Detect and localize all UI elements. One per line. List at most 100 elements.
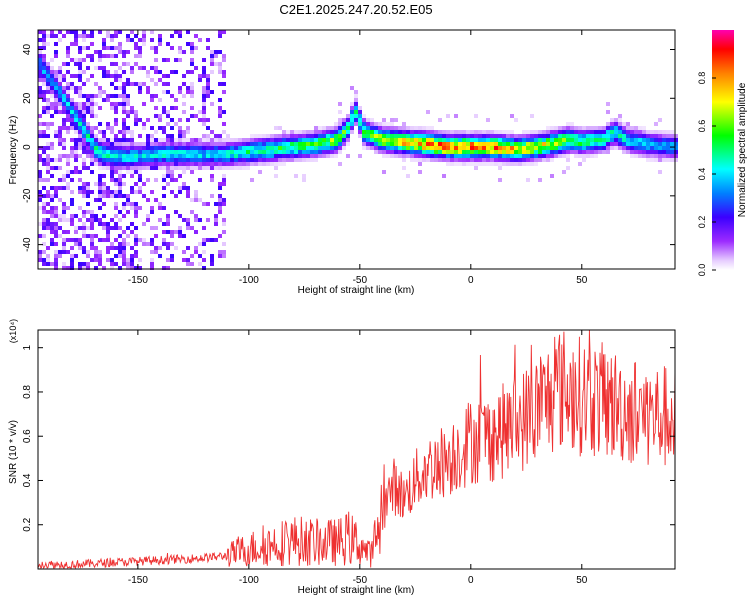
spectrogram-cell	[170, 258, 174, 262]
spectrogram-cell	[342, 130, 346, 134]
spectrogram-cell	[458, 150, 462, 154]
spectrogram-cell	[110, 158, 114, 162]
spectrogram-cell	[146, 150, 150, 154]
spectrogram-cell	[366, 122, 370, 126]
spectrogram-cell	[614, 122, 618, 126]
spectrogram-cell	[618, 114, 622, 118]
spectrogram-cell	[102, 174, 106, 178]
spectrogram-cell	[634, 134, 638, 138]
spectrogram-cell	[74, 58, 78, 62]
spectrogram-cell	[526, 158, 530, 162]
spectrogram-cell	[82, 82, 86, 86]
spectrogram-cell	[662, 150, 666, 154]
spectrogram-cell	[494, 138, 498, 142]
spectrogram-cell	[218, 50, 222, 54]
spectrogram-cell	[70, 122, 74, 126]
spectrogram-cell	[526, 142, 530, 146]
spectrogram-cell	[342, 142, 346, 146]
spectrogram-cell	[150, 150, 154, 154]
spectrogram-cell	[58, 70, 62, 74]
spectrogram-cell	[114, 62, 118, 66]
spectrogram-cell	[438, 146, 442, 150]
spectrogram-cell	[110, 174, 114, 178]
spectrogram-cell	[262, 134, 266, 138]
spectrogram-cell	[194, 250, 198, 254]
spectrogram-cell	[378, 142, 382, 146]
spectrogram-cell	[474, 142, 478, 146]
snr-x-tick-label: -50	[353, 575, 368, 586]
spectrogram-cell	[62, 86, 66, 90]
spectrogram-cell	[626, 134, 630, 138]
spectrogram-cell	[138, 266, 142, 270]
spectrogram-cell	[466, 154, 470, 158]
spectrogram-cell	[330, 146, 334, 150]
spectrogram-cell	[78, 146, 82, 150]
spectrogram-cell	[130, 246, 134, 250]
spectrogram-cell	[470, 142, 474, 146]
spectrogram-cell	[122, 90, 126, 94]
spectrogram-cell	[218, 138, 222, 142]
spectrogram-cell	[162, 242, 166, 246]
spectrogram-cell	[514, 158, 518, 162]
spectrogram-cell	[94, 246, 98, 250]
spectrogram-cell	[202, 266, 206, 270]
spectrogram-cell	[246, 166, 250, 170]
spectrogram-cell	[578, 162, 582, 166]
spectrogram-cell	[454, 150, 458, 154]
spectrogram-cell	[110, 194, 114, 198]
spectrogram-cell	[166, 170, 170, 174]
spectrogram-cell	[282, 130, 286, 134]
spectrogram-cell	[98, 250, 102, 254]
spectrogram-cell	[246, 154, 250, 158]
spectrogram-cell	[182, 166, 186, 170]
spectrogram-cell	[134, 118, 138, 122]
spectrogram-cell	[514, 134, 518, 138]
spectrogram-cell	[338, 134, 342, 138]
spectrogram-cell	[266, 158, 270, 162]
spectrogram-cell	[42, 62, 46, 66]
spectrogram-cell	[114, 150, 118, 154]
spectrogram-cell	[214, 138, 218, 142]
spectrogram-cell	[506, 138, 510, 142]
spectrogram-cell	[202, 250, 206, 254]
spectrogram-cell	[210, 158, 214, 162]
spectrogram-cell	[250, 138, 254, 142]
spectrogram-cell	[254, 142, 258, 146]
spectrogram-cell	[46, 158, 50, 162]
spectrogram-cell	[78, 118, 82, 122]
spectrogram-cell	[138, 146, 142, 150]
spectrogram-cell	[186, 246, 190, 250]
spectrogram-cell	[410, 158, 414, 162]
spectrogram-cell	[90, 130, 94, 134]
spectrogram-cell	[306, 130, 310, 134]
spectrogram-cell	[78, 34, 82, 38]
spectrogram-cell	[294, 142, 298, 146]
spectrogram-cell	[542, 154, 546, 158]
spectrogram-cell	[670, 142, 674, 146]
spectrogram-cell	[630, 150, 634, 154]
spectrogram-cell	[78, 58, 82, 62]
spectrogram-cell	[134, 42, 138, 46]
spectrogram-cell	[70, 154, 74, 158]
spectrogram-cell	[382, 142, 386, 146]
spectrogram-cell	[86, 234, 90, 238]
spectrogram-cell	[262, 162, 266, 166]
spectrogram-cell	[158, 254, 162, 258]
spectrogram-cell	[118, 210, 122, 214]
spectrogram-cell	[650, 134, 654, 138]
spectrogram-cell	[202, 110, 206, 114]
spectrogram-cell	[382, 122, 386, 126]
spectrogram-cell	[118, 234, 122, 238]
spectrogram-cell	[254, 154, 258, 158]
spectrogram-cell	[606, 138, 610, 142]
spectrogram-cell	[574, 134, 578, 138]
spectrogram-cell	[438, 150, 442, 154]
spectrogram-cell	[46, 122, 50, 126]
spectrogram-cell	[418, 146, 422, 150]
spectrogram-cell	[122, 154, 126, 158]
spectrogram-cell	[154, 234, 158, 238]
spectrogram-cell	[510, 138, 514, 142]
spectrogram-cell	[458, 154, 462, 158]
spectrogram-cell	[178, 134, 182, 138]
spectrogram-cell	[66, 238, 70, 242]
